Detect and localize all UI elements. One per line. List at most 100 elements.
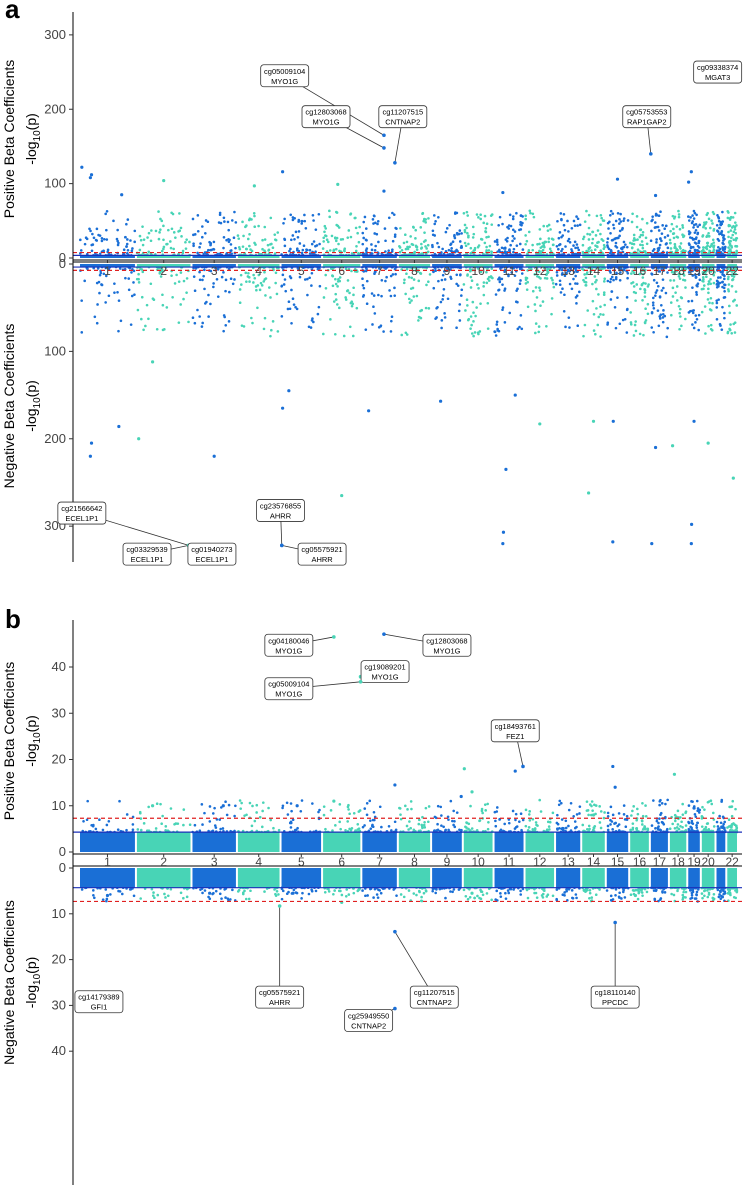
scatter-point [640,888,643,892]
scatter-point [95,227,99,231]
scatter-point [494,824,498,828]
scatter-point [695,824,698,827]
scatter-point [159,228,162,231]
scatter-point [678,327,681,331]
scatter-point [273,233,277,236]
annotation-cpg: cg09338374 [697,63,738,72]
scatter-point [415,294,419,298]
scatter-point [705,220,708,224]
scatter-point [358,225,361,229]
scatter-point [486,327,490,330]
scatter-point [730,814,734,818]
scatter-point [439,300,443,304]
scatter-point [185,291,188,294]
scatter-point [322,805,326,808]
scatter-point [663,891,667,894]
annotated-point [393,929,397,934]
scatter-point [129,323,133,326]
annotation-gene: GFI1 [91,1003,108,1012]
scatter-point [405,240,409,244]
scatter-point [363,807,367,810]
scatter-point [419,271,422,275]
scatter-point [658,270,662,273]
scatter-point [424,245,427,248]
scatter-point [551,811,555,815]
scatter-point [588,896,591,900]
scatter-point [524,824,528,828]
chromosome-label-7: 7 [376,855,383,869]
chromosome-label-4: 4 [255,855,262,869]
scatter-point [102,249,105,253]
scatter-point [250,316,253,320]
scatter-point [188,823,192,826]
scatter-point [337,889,341,893]
scatter-point [496,250,499,253]
scatter-point [244,247,248,251]
ylabel-subscript: 10 [32,973,43,985]
scatter-point [582,278,585,282]
chr-21-bottom-cloud [716,264,726,268]
ylabel-subscript: 10 [32,732,43,744]
scatter-point [723,316,726,320]
scatter-point [629,311,632,314]
scatter-point [261,801,265,804]
scatter-point [470,827,474,830]
scatter-point [466,231,469,235]
chromosome-label-22: 22 [725,855,739,869]
scatter-point [678,245,682,248]
scatter-point [237,237,241,240]
scatter-point [538,242,541,246]
scatter-point [513,230,517,233]
scatter-point [369,819,372,822]
scatter-point [587,250,590,253]
scatter-point [551,894,555,898]
scatter-point [609,894,613,898]
scatter-point [670,892,673,896]
scatter-point [291,216,295,219]
chr-2-bottom-cloud [136,868,191,888]
scatter-point [640,819,644,823]
scatter-point [224,324,228,327]
scatter-point [432,270,435,274]
scatter-point [640,283,644,286]
scatter-point [569,801,573,805]
scatter-point [145,303,149,307]
scatter-point [647,252,651,256]
scatter-point [209,242,213,245]
scatter-point [176,822,180,825]
scatter-point [161,293,164,297]
scatter-point [545,268,549,272]
scatter-point [191,217,195,221]
scatter-point [310,271,314,275]
scatter-point [732,238,736,242]
scatter-point [582,334,585,338]
scatter-point [248,280,251,283]
annotation-gene: ECEL1P1 [195,555,228,564]
scatter-point [361,277,364,281]
scatter-point [433,829,436,832]
scatter-point [431,889,434,893]
scatter-point [184,247,188,250]
scatter-point [159,275,163,278]
scatter-point [702,225,705,229]
scatter-point [269,334,272,338]
annotation-cpg: cg05575921 [301,545,342,554]
scatter-point [712,229,716,232]
scatter-point [508,213,512,217]
scatter-point [462,888,466,892]
scatter-point [357,888,361,891]
scatter-point [303,213,306,217]
scatter-point [224,289,227,293]
scatter-point [142,328,145,332]
scatter-point [449,249,453,253]
annotation-gene: MYO1G [275,690,302,699]
scatter-point [732,224,735,228]
annotation-cpg: cg05009104 [264,67,305,76]
scatter-point [597,315,601,319]
scatter-point [408,245,411,249]
scatter-point [182,297,185,301]
chromosome-label-8: 8 [411,264,418,278]
chr-2-top-cloud [136,832,191,852]
scatter-point [105,899,108,903]
